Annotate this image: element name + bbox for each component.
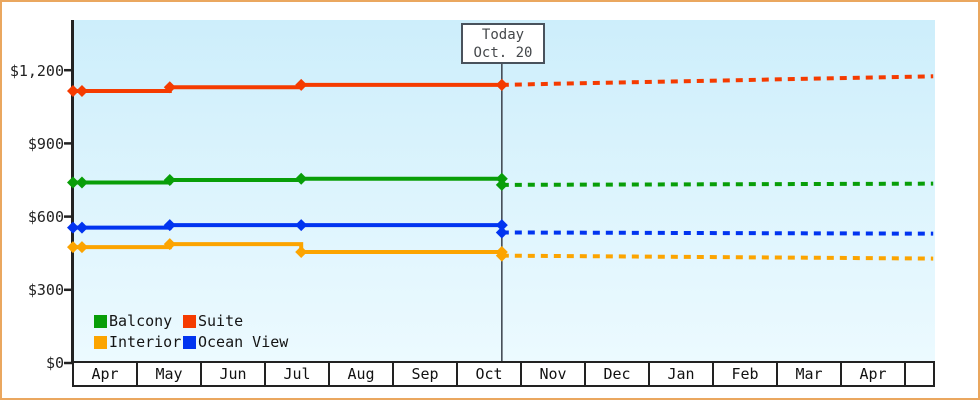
y-axis-tick <box>64 68 72 72</box>
legend-item-interior: Interior <box>94 333 183 351</box>
legend: Balcony Suite Interior Ocean View <box>94 312 289 351</box>
x-axis-month-row: Apr May Jun Jul Aug Sep Oct Nov Dec Jan … <box>72 361 935 387</box>
legend-item-suite: Suite <box>183 312 288 330</box>
month-cell-mar: Mar <box>778 363 842 385</box>
suite-forecast-start-marker <box>495 78 508 91</box>
ocean-view-forecast-start-marker <box>495 226 508 239</box>
month-cell-feb: Feb <box>714 363 778 385</box>
legend-label: Suite <box>198 312 244 330</box>
suite-point-marker <box>295 78 308 91</box>
ocean-view-point-marker <box>67 221 79 234</box>
interior-swatch-icon <box>94 335 107 349</box>
y-axis-label: $1,200 <box>9 62 64 80</box>
suite-forecast-line <box>501 74 934 87</box>
interior-forecast-start-marker <box>495 249 508 262</box>
month-cell-apr: Apr <box>74 363 138 385</box>
balcony-point-marker <box>163 174 176 186</box>
y-axis-tick <box>64 288 72 292</box>
month-cell-jun: Jun <box>202 363 266 385</box>
ocean-view-point-marker <box>163 219 176 232</box>
legend-label: Balcony <box>109 312 173 330</box>
interior-point-marker <box>67 241 79 254</box>
month-cell-oct: Oct <box>458 363 522 385</box>
month-cell-nov: Nov <box>522 363 586 385</box>
y-axis-tick <box>64 361 72 365</box>
balcony-point-marker <box>67 176 79 189</box>
suite-point-marker <box>67 84 79 97</box>
suite-swatch-icon <box>183 314 196 328</box>
y-axis-label: $600 <box>27 208 64 226</box>
balcony-point-marker <box>295 172 308 185</box>
balcony-swatch-icon <box>94 314 107 328</box>
y-axis-label: $900 <box>27 135 64 153</box>
legend-item-balcony: Balcony <box>94 312 183 330</box>
today-label: Today <box>481 27 525 43</box>
interior-point-marker <box>295 245 308 258</box>
legend-item-ocean-view: Ocean View <box>183 333 289 351</box>
month-cell-jan: Jan <box>650 363 714 385</box>
ocean-view-forecast-line <box>501 230 934 236</box>
balcony-point-marker <box>495 172 508 185</box>
month-cell-partial <box>906 363 933 385</box>
y-axis-tick <box>64 215 72 218</box>
suite-point-marker <box>163 81 176 94</box>
today-date: Oct. 20 <box>473 45 533 61</box>
balcony-point-marker <box>75 176 88 189</box>
y-axis-tick <box>64 142 72 145</box>
month-cell-sep: Sep <box>394 363 458 385</box>
ocean-view-point-marker <box>295 219 308 232</box>
y-axis-label: $0 <box>45 354 64 372</box>
interior-forecast-line <box>501 253 934 261</box>
legend-label: Interior <box>109 333 182 351</box>
suite-point-marker <box>75 84 88 97</box>
y-axis-label: $300 <box>27 281 64 299</box>
interior-point-marker <box>75 241 88 254</box>
ocean-view-point-marker <box>75 221 88 234</box>
month-cell-jul: Jul <box>266 363 330 385</box>
month-cell-dec: Dec <box>586 363 650 385</box>
balcony-forecast-start-marker <box>495 178 508 191</box>
interior-point-marker <box>163 238 176 251</box>
ocean-view-swatch-icon <box>183 335 196 349</box>
month-cell-aug: Aug <box>330 363 394 385</box>
today-annotation-box: Today Oct. 20 <box>461 23 545 64</box>
balcony-forecast-line <box>501 181 934 187</box>
ocean-view-point-marker <box>495 219 508 232</box>
legend-label: Ocean View <box>198 333 289 351</box>
y-axis-line <box>71 20 74 364</box>
month-cell-apr2: Apr <box>842 363 906 385</box>
month-cell-may: May <box>138 363 202 385</box>
